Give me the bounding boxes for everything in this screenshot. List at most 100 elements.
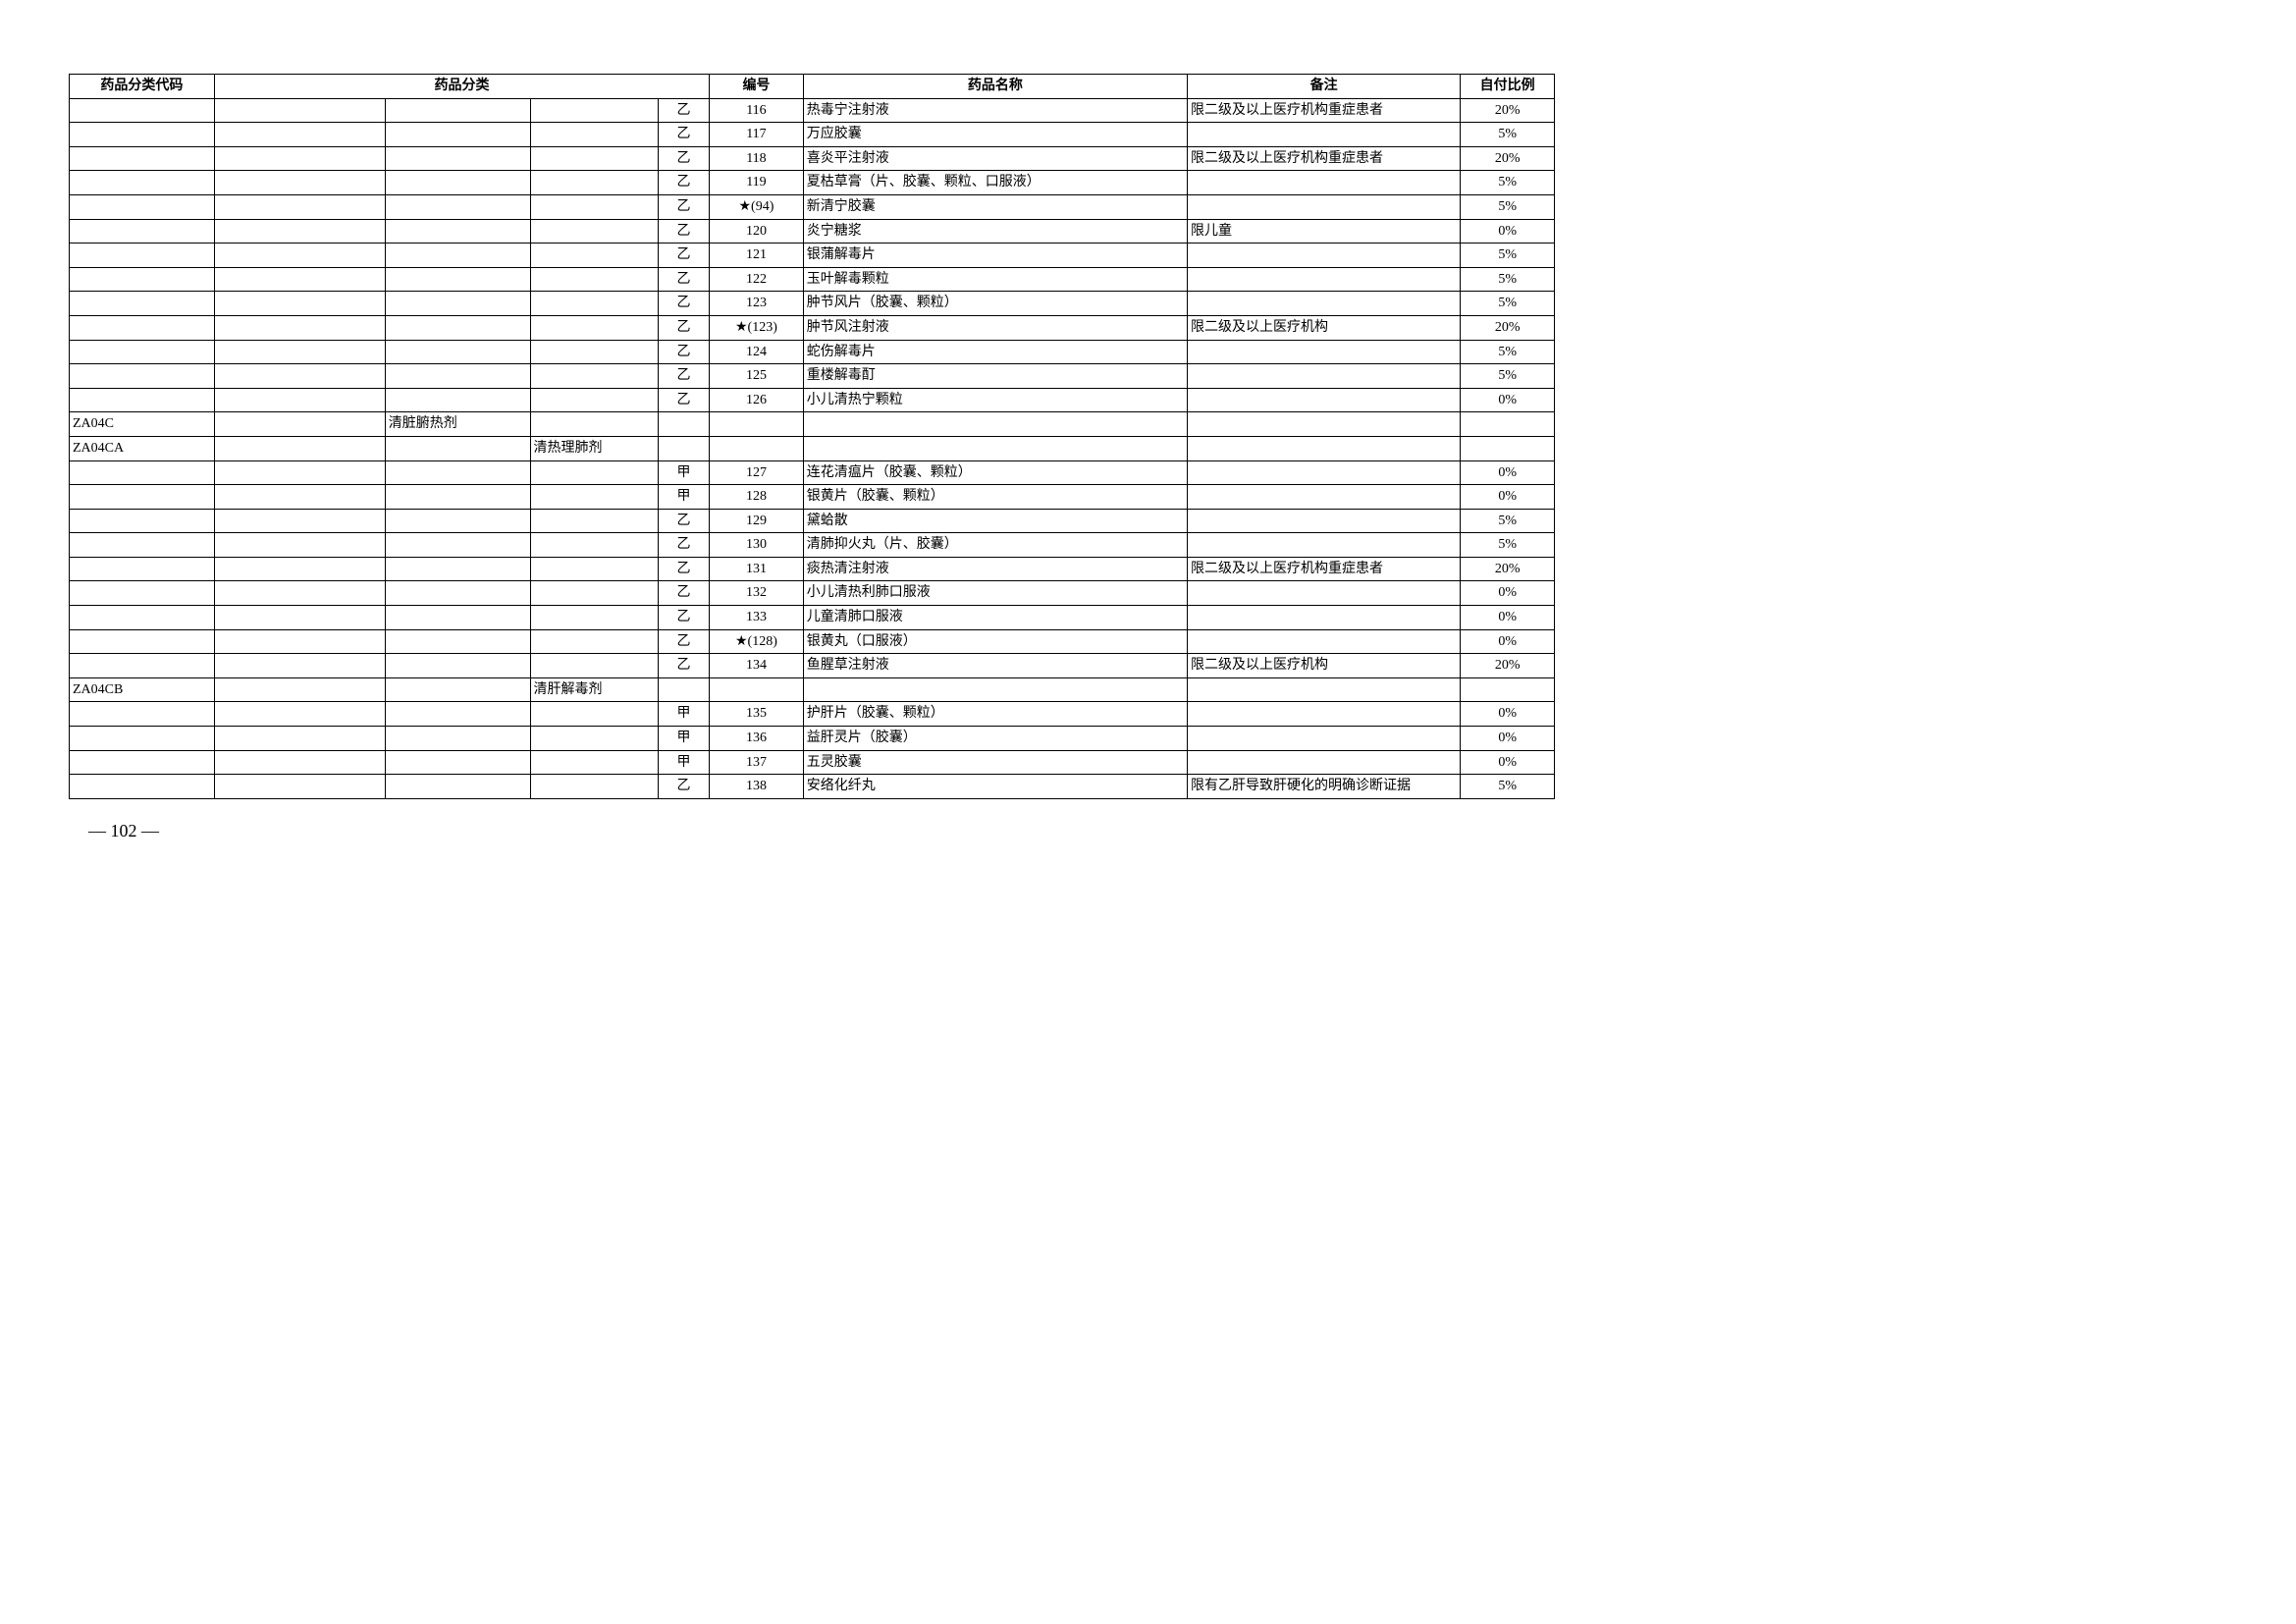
cell-cat2 (385, 775, 530, 799)
cell-ratio: 0% (1461, 460, 1555, 485)
cell-number (710, 412, 804, 437)
cell-cat1 (214, 775, 385, 799)
cell-cat2 (385, 533, 530, 558)
cell-code (70, 654, 215, 678)
cell-code (70, 219, 215, 244)
cell-note: 限二级及以上医疗机构 (1188, 654, 1461, 678)
cell-cat1 (214, 677, 385, 702)
cell-ratio: 20% (1461, 315, 1555, 340)
cell-cat2 (385, 581, 530, 606)
table-row: 乙126小儿清热宁颗粒0% (70, 388, 1555, 412)
cell-note (1188, 509, 1461, 533)
cell-note (1188, 436, 1461, 460)
cell-cat3 (530, 557, 658, 581)
cell-cat3 (530, 388, 658, 412)
cell-note (1188, 388, 1461, 412)
cell-ratio: 20% (1461, 654, 1555, 678)
cell-name: 痰热清注射液 (803, 557, 1187, 581)
cell-code (70, 750, 215, 775)
cell-note (1188, 629, 1461, 654)
cell-note: 限二级及以上医疗机构 (1188, 315, 1461, 340)
table-row: 乙116热毒宁注射液限二级及以上医疗机构重症患者20% (70, 98, 1555, 123)
cell-number: 120 (710, 219, 804, 244)
cell-number (710, 677, 804, 702)
cell-number: 132 (710, 581, 804, 606)
cell-class: 甲 (658, 702, 709, 727)
cell-note: 限二级及以上医疗机构重症患者 (1188, 98, 1461, 123)
cell-cat1 (214, 123, 385, 147)
cell-note: 限二级及以上医疗机构重症患者 (1188, 146, 1461, 171)
cell-cat3 (530, 412, 658, 437)
table-row: ZA04CB清肝解毒剂 (70, 677, 1555, 702)
cell-code (70, 171, 215, 195)
cell-cat1 (214, 219, 385, 244)
drug-table: 药品分类代码 药品分类 编号 药品名称 备注 自付比例 乙116热毒宁注射液限二… (69, 74, 1555, 799)
cell-name: 安络化纤丸 (803, 775, 1187, 799)
cell-name: 鱼腥草注射液 (803, 654, 1187, 678)
cell-number: ★(94) (710, 194, 804, 219)
cell-ratio: 0% (1461, 485, 1555, 510)
cell-cat3 (530, 146, 658, 171)
cell-ratio: 0% (1461, 750, 1555, 775)
cell-ratio: 0% (1461, 629, 1555, 654)
cell-class: 甲 (658, 750, 709, 775)
cell-name: 银黄片（胶囊、颗粒） (803, 485, 1187, 510)
cell-cat3 (530, 509, 658, 533)
cell-cat3 (530, 219, 658, 244)
cell-code (70, 509, 215, 533)
cell-name: 热毒宁注射液 (803, 98, 1187, 123)
table-row: 乙120炎宁糖浆限儿童0% (70, 219, 1555, 244)
cell-ratio: 20% (1461, 146, 1555, 171)
cell-class: 乙 (658, 171, 709, 195)
table-row: 乙119夏枯草膏（片、胶囊、颗粒、口服液）5% (70, 171, 1555, 195)
cell-cat1 (214, 171, 385, 195)
cell-cat3 (530, 606, 658, 630)
cell-name: 连花清瘟片（胶囊、颗粒） (803, 460, 1187, 485)
cell-cat1 (214, 629, 385, 654)
cell-note (1188, 267, 1461, 292)
cell-ratio: 5% (1461, 533, 1555, 558)
cell-ratio: 5% (1461, 775, 1555, 799)
cell-cat2 (385, 340, 530, 364)
cell-class: 乙 (658, 292, 709, 316)
cell-ratio: 5% (1461, 364, 1555, 389)
table-row: 乙138安络化纤丸限有乙肝导致肝硬化的明确诊断证据5% (70, 775, 1555, 799)
cell-name: 黛蛤散 (803, 509, 1187, 533)
cell-name: 喜炎平注射液 (803, 146, 1187, 171)
cell-cat1 (214, 533, 385, 558)
cell-name: 五灵胶囊 (803, 750, 1187, 775)
cell-class: 乙 (658, 775, 709, 799)
cell-code (70, 460, 215, 485)
cell-cat2 (385, 171, 530, 195)
cell-number: 123 (710, 292, 804, 316)
cell-class: 甲 (658, 485, 709, 510)
cell-cat2 (385, 606, 530, 630)
cell-note (1188, 702, 1461, 727)
cell-class: 乙 (658, 388, 709, 412)
cell-class: 乙 (658, 340, 709, 364)
table-row: 乙118喜炎平注射液限二级及以上医疗机构重症患者20% (70, 146, 1555, 171)
cell-cat1 (214, 364, 385, 389)
cell-ratio: 5% (1461, 244, 1555, 268)
cell-class (658, 436, 709, 460)
table-row: 甲137五灵胶囊0% (70, 750, 1555, 775)
cell-code (70, 146, 215, 171)
cell-class: 乙 (658, 606, 709, 630)
cell-code (70, 98, 215, 123)
table-row: 乙133儿童清肺口服液0% (70, 606, 1555, 630)
cell-cat3 (530, 315, 658, 340)
table-row: 乙117万应胶囊5% (70, 123, 1555, 147)
cell-note (1188, 677, 1461, 702)
cell-cat1 (214, 750, 385, 775)
cell-code (70, 533, 215, 558)
cell-cat2 (385, 98, 530, 123)
cell-name (803, 677, 1187, 702)
cell-number: 116 (710, 98, 804, 123)
cell-cat2 (385, 267, 530, 292)
cell-ratio: 5% (1461, 123, 1555, 147)
cell-number: 128 (710, 485, 804, 510)
cell-cat1 (214, 146, 385, 171)
cell-cat3 (530, 533, 658, 558)
cell-code: ZA04CB (70, 677, 215, 702)
cell-name: 蛇伤解毒片 (803, 340, 1187, 364)
